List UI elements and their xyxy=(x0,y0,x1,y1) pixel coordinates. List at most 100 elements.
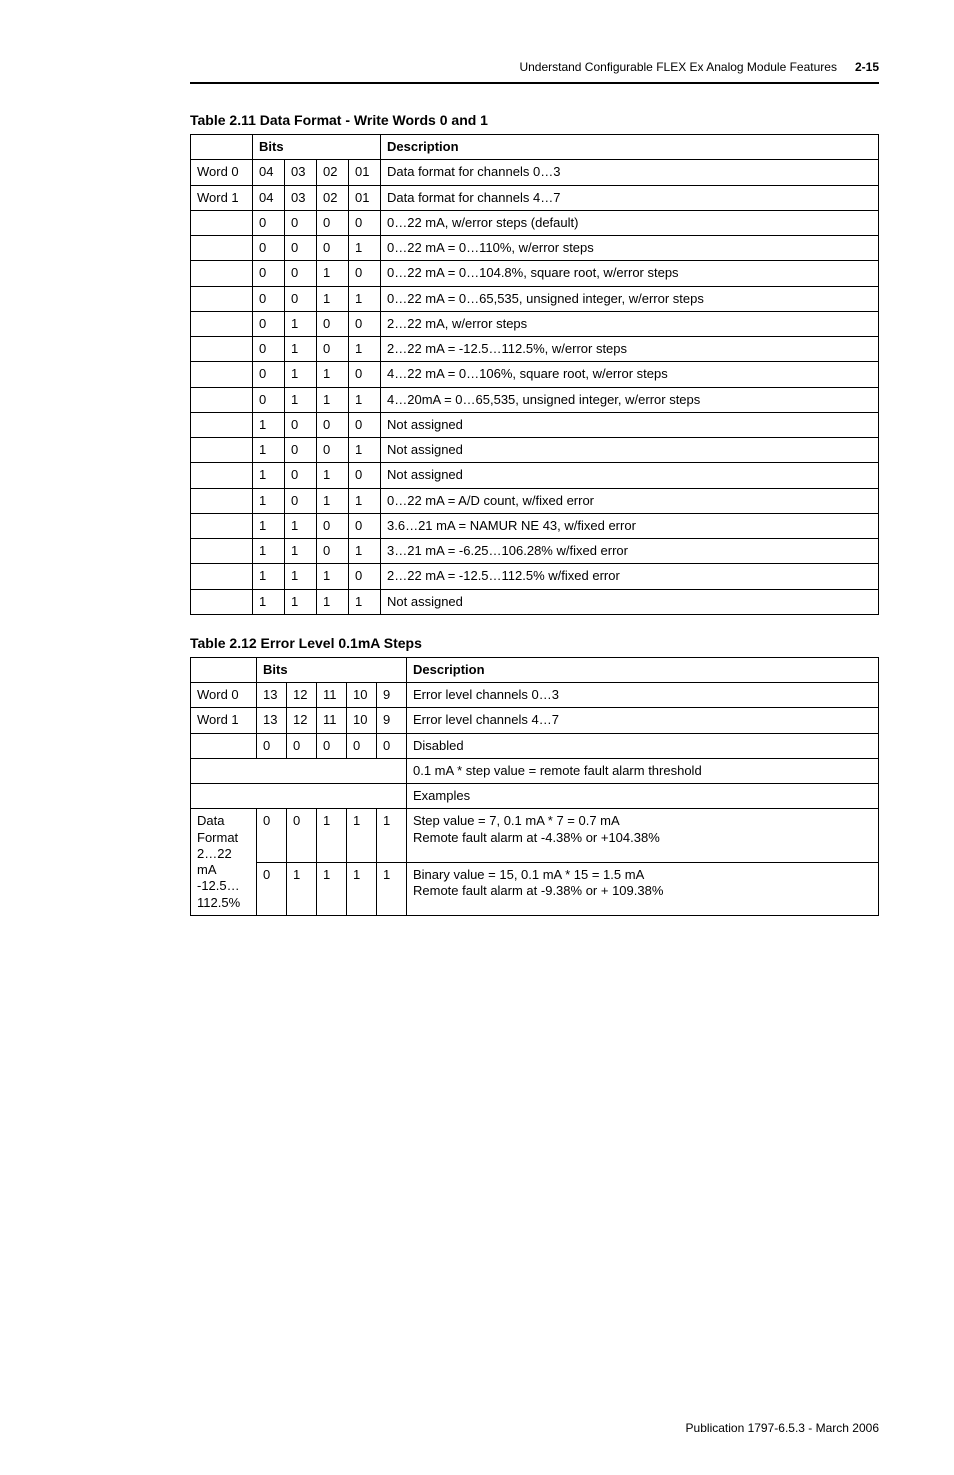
bit-cell: 0 xyxy=(317,733,347,758)
table-row: 11003.6…21 mA = NAMUR NE 43, w/fixed err… xyxy=(191,513,879,538)
bit-cell: 0 xyxy=(317,236,349,261)
bit-cell: 0 xyxy=(317,337,349,362)
bit-cell: 1 xyxy=(285,564,317,589)
desc-cell: Data format for channels 4…7 xyxy=(381,185,879,210)
bit-cell: 1 xyxy=(377,862,407,915)
bit-cell: 0 xyxy=(317,513,349,538)
row-label xyxy=(191,589,253,614)
bit-cell: 1 xyxy=(285,513,317,538)
bit-cell: 0 xyxy=(257,809,287,862)
bit-cell: 1 xyxy=(317,463,349,488)
table-row: 01002…22 mA, w/error steps xyxy=(191,311,879,336)
bit-cell: 1 xyxy=(253,412,285,437)
table-row: 00010…22 mA = 0…110%, w/error steps xyxy=(191,236,879,261)
bit-cell: 1 xyxy=(349,286,381,311)
row-label xyxy=(191,362,253,387)
row-label: Data Format 2…22 mA -12.5… 112.5% xyxy=(191,809,257,916)
bits-header: Bits xyxy=(253,135,381,160)
bit-cell: 1 xyxy=(285,539,317,564)
section-title: Understand Configurable FLEX Ex Analog M… xyxy=(519,60,837,74)
bit-cell: 1 xyxy=(317,564,349,589)
page-number: 2-15 xyxy=(855,60,879,74)
desc-cell: 0.1 mA * step value = remote fault alarm… xyxy=(407,758,879,783)
bit-cell: 0 xyxy=(349,513,381,538)
bit-cell: 0 xyxy=(257,733,287,758)
bit-cell: 0 xyxy=(349,311,381,336)
bit-cell: 0 xyxy=(285,261,317,286)
bit-cell: 1 xyxy=(253,589,285,614)
bit-cell: 1 xyxy=(347,809,377,862)
desc-cell: Not assigned xyxy=(381,412,879,437)
desc-cell: 2…22 mA = -12.5…112.5%, w/error steps xyxy=(381,337,879,362)
bit-cell: 0 xyxy=(253,362,285,387)
table1-title: Table 2.11 Data Format - Write Words 0 a… xyxy=(190,112,879,128)
row-label xyxy=(191,337,253,362)
bit-cell: 0 xyxy=(253,311,285,336)
bit-cell: 1 xyxy=(317,387,349,412)
bit-cell: 1 xyxy=(317,862,347,915)
desc-cell: Not assigned xyxy=(381,438,879,463)
bit-cell: 1 xyxy=(317,488,349,513)
bit-cell: 0 xyxy=(317,438,349,463)
bit-cell: 1 xyxy=(253,488,285,513)
bit-cell: 9 xyxy=(377,683,407,708)
bit-cell: 0 xyxy=(287,809,317,862)
table-data-format: Bits Description Word 0 04 03 02 01 Data… xyxy=(190,134,879,615)
bit-cell: 1 xyxy=(347,862,377,915)
row-label: Word 0 xyxy=(191,160,253,185)
table-row: Bits Description xyxy=(191,657,879,682)
bit-cell: 1 xyxy=(285,589,317,614)
bit-cell: 0 xyxy=(287,733,317,758)
desc-cell: Error level channels 4…7 xyxy=(407,708,879,733)
bit-cell: 0 xyxy=(349,412,381,437)
bit-cell: 1 xyxy=(349,488,381,513)
bit-cell: 10 xyxy=(347,708,377,733)
row-label: Word 0 xyxy=(191,683,257,708)
row-label xyxy=(191,387,253,412)
bit-cell: 1 xyxy=(317,362,349,387)
bit-cell: 02 xyxy=(317,160,349,185)
table2-title: Table 2.12 Error Level 0.1mA Steps xyxy=(190,635,879,651)
table-row: 1010Not assigned xyxy=(191,463,879,488)
table-row: 00000…22 mA, w/error steps (default) xyxy=(191,210,879,235)
table-row: Data Format 2…22 mA -12.5… 112.5% 0 0 1 … xyxy=(191,809,879,862)
table-row: 01114…20mA = 0…65,535, unsigned integer,… xyxy=(191,387,879,412)
page: Understand Configurable FLEX Ex Analog M… xyxy=(0,0,954,1475)
bit-cell: 1 xyxy=(285,311,317,336)
desc-cell: 3…21 mA = -6.25…106.28% w/fixed error xyxy=(381,539,879,564)
desc-cell: 0…22 mA = 0…65,535, unsigned integer, w/… xyxy=(381,286,879,311)
desc-cell: Disabled xyxy=(407,733,879,758)
publication-footer: Publication 1797-6.5.3 - March 2006 xyxy=(686,1421,879,1435)
bit-cell: 1 xyxy=(285,362,317,387)
desc-cell: 4…22 mA = 0…106%, square root, w/error s… xyxy=(381,362,879,387)
table-error-level: Bits Description Word 0 13 12 11 10 9 Er… xyxy=(190,657,879,916)
row-label xyxy=(191,733,257,758)
table-row: 1000Not assigned xyxy=(191,412,879,437)
bit-cell: 0 xyxy=(349,362,381,387)
bits-header: Bits xyxy=(257,657,407,682)
row-label xyxy=(191,438,253,463)
bit-cell: 1 xyxy=(317,261,349,286)
desc-cell: Not assigned xyxy=(381,589,879,614)
table-row: 11102…22 mA = -12.5…112.5% w/fixed error xyxy=(191,564,879,589)
bit-cell: 12 xyxy=(287,683,317,708)
bit-cell: 0 xyxy=(253,286,285,311)
desc-cell: 0…22 mA, w/error steps (default) xyxy=(381,210,879,235)
bit-cell: 0 xyxy=(285,412,317,437)
table-row: 0.1 mA * step value = remote fault alarm… xyxy=(191,758,879,783)
bit-cell: 0 xyxy=(285,286,317,311)
bit-cell: 9 xyxy=(377,708,407,733)
bit-cell: 1 xyxy=(377,809,407,862)
bit-cell: 1 xyxy=(285,387,317,412)
bit-cell: 1 xyxy=(287,862,317,915)
bit-cell: 1 xyxy=(349,337,381,362)
bit-cell: 04 xyxy=(253,160,285,185)
bit-cell: 1 xyxy=(349,539,381,564)
row-label xyxy=(191,236,253,261)
bit-cell: 1 xyxy=(317,286,349,311)
bit-cell: 1 xyxy=(317,589,349,614)
desc-cell: 0…22 mA = 0…110%, w/error steps xyxy=(381,236,879,261)
desc-cell: Examples xyxy=(407,784,879,809)
bit-cell: 02 xyxy=(317,185,349,210)
bit-cell: 0 xyxy=(285,236,317,261)
